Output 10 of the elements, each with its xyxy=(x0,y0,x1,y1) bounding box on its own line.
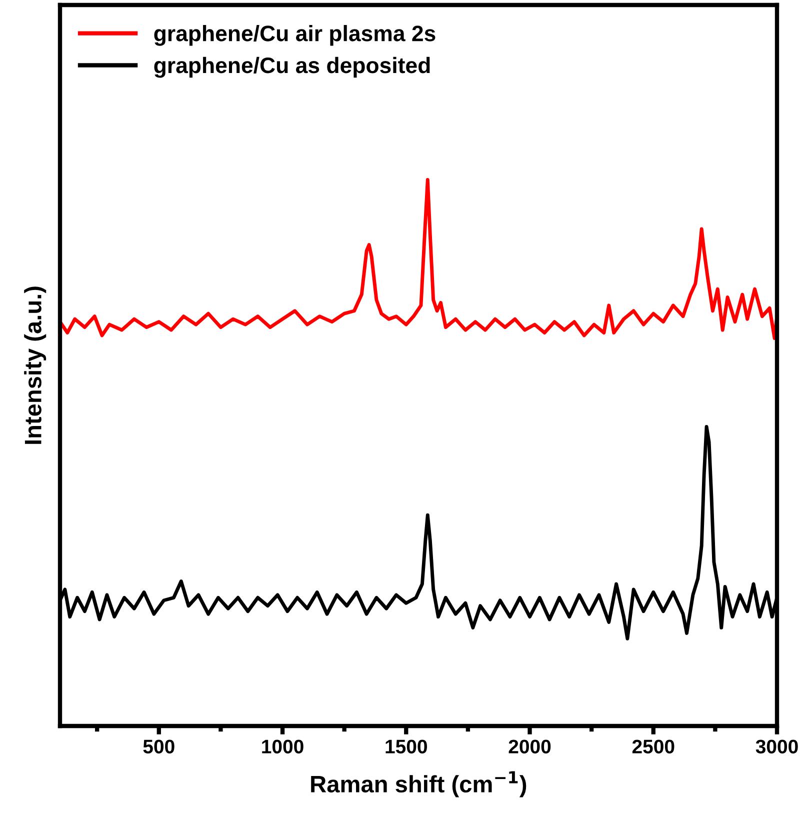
x-tick-label: 1000 xyxy=(262,740,304,754)
y-axis-title: Intensity (a.u.) xyxy=(24,286,46,444)
x-tick-label: 2000 xyxy=(508,740,551,754)
x-tick-label: 2500 xyxy=(632,740,674,754)
legend-label: graphene/Cu air plasma 2s xyxy=(154,25,436,46)
x-tick-label: 3000 xyxy=(756,740,798,754)
x-axis-title: Raman shift (cm$^{−1}$) xyxy=(311,771,526,798)
x-tick-label: 500 xyxy=(143,740,174,754)
x-tick-label: 1500 xyxy=(386,740,427,754)
legend-label: graphene/Cu as deposited xyxy=(154,56,430,78)
